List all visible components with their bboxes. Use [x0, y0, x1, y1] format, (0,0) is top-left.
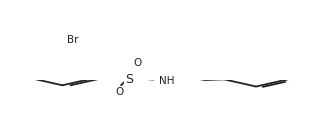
Text: O: O	[116, 87, 124, 97]
Text: O: O	[134, 58, 142, 68]
Text: NH: NH	[159, 76, 175, 86]
Text: Br: Br	[67, 35, 78, 44]
Text: S: S	[125, 73, 133, 86]
